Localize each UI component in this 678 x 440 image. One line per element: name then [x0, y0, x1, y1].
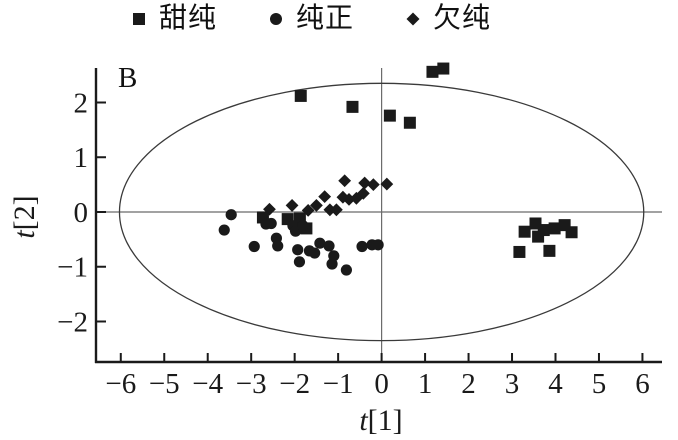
data-point-square [383, 109, 396, 122]
x-tick-label: −6 [105, 368, 136, 400]
x-axis-label: t[1] [359, 404, 402, 437]
data-point-diamond [356, 186, 370, 200]
x-tick-label: −3 [236, 368, 267, 400]
y-axis-label: t[2] [8, 195, 41, 238]
data-point-circle [323, 240, 335, 252]
data-point-diamond [336, 190, 350, 204]
x-tick-label: 3 [505, 368, 520, 400]
legend-label-qianchun: 欠纯 [433, 3, 492, 34]
data-point-diamond [263, 202, 276, 216]
data-point-circle [309, 247, 321, 259]
y-tick-label: 2 [74, 87, 89, 119]
x-tick-label: 1 [418, 368, 433, 400]
data-point-circle [292, 244, 304, 256]
data-point-square [518, 225, 531, 238]
data-point-circle [372, 239, 384, 251]
x-tick-label: −2 [279, 368, 310, 400]
data-point-diamond [285, 199, 299, 212]
data-point-square [346, 100, 359, 113]
x-tick-label: 4 [548, 368, 563, 400]
data-point-circle [340, 264, 352, 276]
legend-label-tianchun: 甜纯 [159, 3, 218, 34]
y-tick-label: −1 [57, 252, 88, 284]
hotelling-ellipse [118, 82, 645, 342]
data-point-circle [314, 237, 326, 249]
data-point-square [294, 89, 307, 102]
data-point-circle [265, 217, 277, 230]
data-point-circle [328, 250, 340, 262]
data-point-square [437, 62, 450, 75]
legend-label-chunzheng: 纯正 [296, 3, 355, 34]
data-point-circle [225, 209, 237, 221]
data-point-diamond [301, 203, 315, 217]
data-point-square [548, 222, 561, 235]
x-tick-label: 5 [592, 368, 607, 400]
data-point-circle [272, 240, 284, 252]
data-point-square [403, 116, 416, 129]
square-marker-icon [133, 13, 145, 25]
legend: 甜纯 纯正 欠纯 [132, 5, 491, 33]
data-point-diamond [358, 176, 372, 190]
circle-marker-icon [270, 13, 283, 25]
data-point-circle [297, 220, 309, 232]
y-tick-label: 0 [74, 197, 89, 229]
data-point-circle [293, 256, 306, 268]
x-tick-label: 2 [461, 368, 476, 400]
data-point-square [537, 224, 550, 237]
data-point-diamond [310, 199, 323, 212]
x-tick-label: −1 [323, 368, 354, 400]
legend-item-chunzheng: 纯正 [269, 5, 354, 33]
panel-label: B [118, 62, 138, 94]
legend-item-tianchun: 甜纯 [132, 5, 217, 33]
data-point-square [513, 245, 526, 258]
data-point-circle [218, 224, 230, 236]
data-point-square [426, 65, 439, 78]
data-point-diamond [318, 190, 332, 204]
data-point-diamond [338, 174, 352, 188]
data-point-square [565, 226, 578, 239]
x-tick-label: −4 [192, 368, 223, 400]
data-point-diamond [329, 203, 343, 217]
diamond-marker-icon [406, 12, 420, 26]
x-tick-label: 6 [635, 368, 650, 400]
data-point-diamond [349, 191, 363, 205]
data-point-diamond [366, 178, 380, 192]
y-tick-label: −2 [57, 306, 88, 338]
data-point-circle [248, 240, 260, 253]
x-tick-label: 0 [374, 368, 389, 400]
y-tick-label: 1 [74, 142, 89, 174]
legend-item-qianchun: 欠纯 [406, 5, 491, 33]
x-tick-label: −5 [149, 368, 180, 400]
data-point-diamond [323, 203, 337, 217]
data-point-square [543, 244, 556, 257]
data-point-diamond [380, 177, 394, 191]
data-point-circle [356, 240, 368, 253]
